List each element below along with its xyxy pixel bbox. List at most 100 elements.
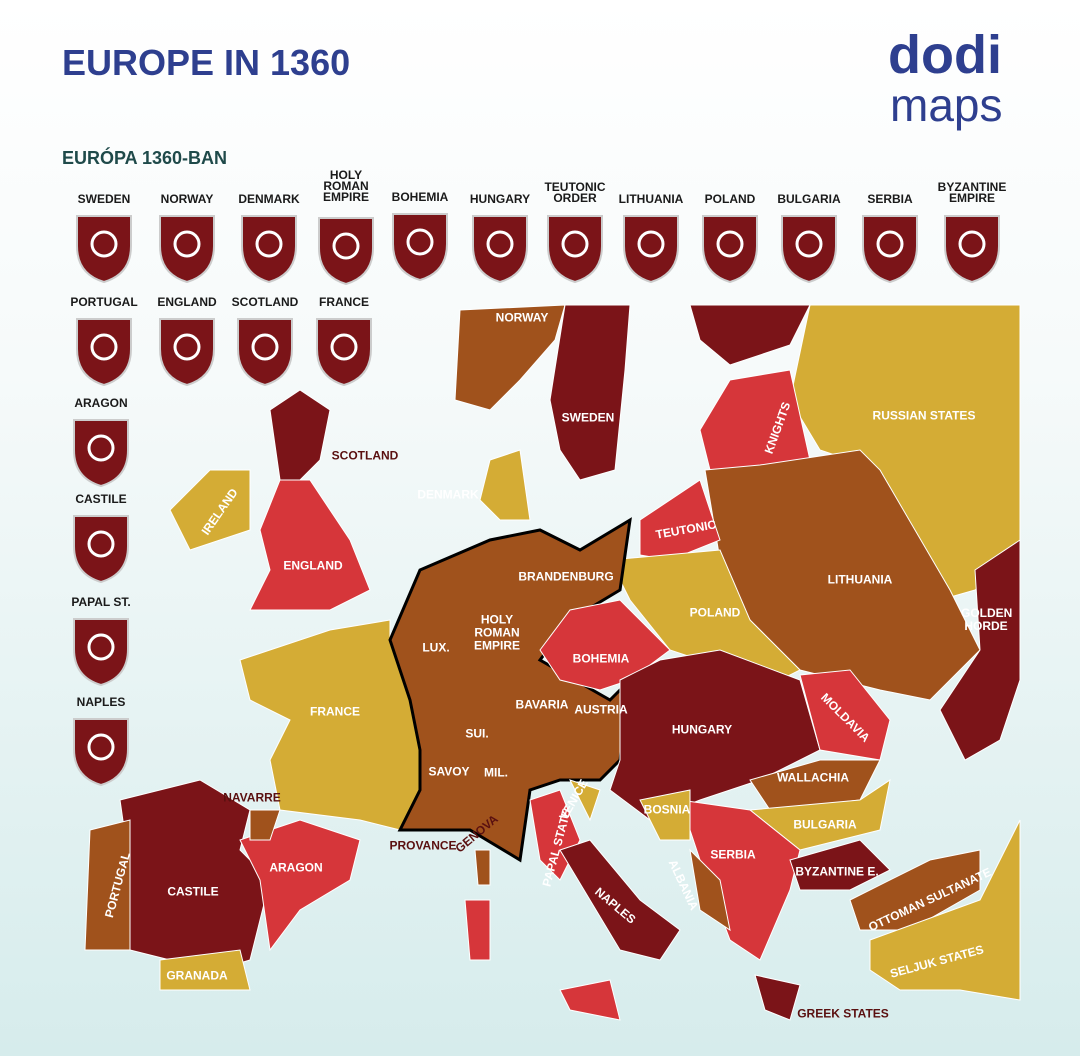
region-label: LUX. (422, 640, 450, 655)
region-label: HUNGARY (671, 722, 733, 737)
coat-emblem (251, 333, 279, 361)
finland (689, 304, 811, 366)
coat-label: LITHUANIA (618, 192, 684, 206)
coat-of-arms (73, 419, 129, 488)
region-label: SUI. (465, 726, 489, 741)
region-label: SCOTLAND (331, 448, 399, 463)
coat-label: PORTUGAL (70, 295, 138, 309)
scotland (269, 389, 331, 481)
coat-emblem (173, 333, 201, 361)
coat-emblem (637, 230, 665, 258)
coat-label: SERBIA (867, 192, 913, 206)
coat-emblem (876, 230, 904, 258)
subtitle: EURÓPA 1360-BAN (62, 148, 228, 168)
region-label: WALLACHIA (777, 770, 849, 785)
coat-of-arms (472, 215, 528, 284)
coat-of-arms (623, 215, 679, 284)
coat-label: BOHEMIA (391, 190, 449, 204)
region-label: GOLDEN HORDE (961, 606, 1013, 633)
navarre (249, 809, 281, 841)
coat-of-arms (73, 718, 129, 787)
region-label: MIL. (484, 765, 508, 780)
england (249, 479, 371, 611)
region-label: GRANADA (166, 968, 228, 983)
sweden (549, 304, 631, 481)
portugal (84, 819, 131, 951)
wallachia (749, 759, 881, 811)
region-label: SAVOY (428, 764, 470, 779)
coat-emblem (330, 333, 358, 361)
region-label: BOHEMIA (572, 651, 630, 666)
region-label: SWEDEN (561, 410, 615, 425)
coat-emblem (173, 230, 201, 258)
region-label: BYZANTINE E. (795, 864, 879, 879)
venice (569, 779, 601, 822)
denmark (479, 449, 531, 521)
ireland (169, 469, 251, 551)
coat-of-arms (862, 215, 918, 284)
sardinia (464, 899, 491, 961)
region-label: PROVANCE (389, 838, 457, 853)
coat-label: CASTILE (75, 492, 127, 506)
region-label: NAVARRE (223, 790, 281, 805)
coat-emblem (255, 230, 283, 258)
logo-bottom: maps (890, 79, 1003, 131)
coat-of-arms (237, 318, 293, 387)
coat-emblem (87, 733, 115, 761)
region-label: RUSSIAN STATES (872, 408, 976, 423)
coat-label: DENMARK (238, 192, 300, 206)
sicily (559, 979, 621, 1021)
bosnia (639, 789, 691, 841)
coat-of-arms (781, 215, 837, 284)
region-label: BULGARIA (793, 817, 857, 832)
golden-horde (939, 539, 1021, 761)
corsica (474, 849, 491, 886)
region-label: BOSNIA (643, 802, 691, 817)
naples (559, 839, 681, 961)
coat-of-arms (944, 215, 1000, 284)
coat-label: SWEDEN (77, 192, 131, 206)
region-label: POLAND (689, 605, 741, 620)
coat-emblem (87, 530, 115, 558)
castile (119, 779, 271, 976)
coat-of-arms (241, 215, 297, 284)
region-label: FRANCE (310, 704, 360, 719)
logo-top: dodi (888, 25, 1002, 85)
coat-of-arms (159, 215, 215, 284)
coat-label: PAPAL ST. (71, 595, 131, 609)
aragon (239, 819, 361, 952)
coat-emblem (716, 230, 744, 258)
greek-states (754, 974, 801, 1021)
byzantine (789, 839, 891, 891)
region-label: CASTILE (167, 884, 219, 899)
ottoman (849, 849, 981, 931)
coat-emblem (486, 230, 514, 258)
coat-emblem (406, 228, 434, 256)
coat-emblem (958, 230, 986, 258)
coat-of-arms (547, 215, 603, 284)
coat-label: BULGARIA (777, 192, 841, 206)
region-label: DENMARK (417, 487, 479, 502)
coat-emblem (87, 434, 115, 462)
region-label: ARAGON (269, 860, 323, 875)
coat-of-arms (73, 618, 129, 687)
coat-label: NORWAY (160, 192, 214, 206)
coat-of-arms (702, 215, 758, 284)
teutonic (639, 479, 721, 561)
coat-label: FRANCE (319, 295, 369, 309)
coat-label: SCOTLAND (231, 295, 299, 309)
coat-of-arms (392, 213, 448, 282)
region-label: NORWAY (495, 310, 549, 325)
title: EUROPE IN 1360 (62, 42, 351, 83)
coat-of-arms (159, 318, 215, 387)
knights (699, 369, 811, 471)
granada (159, 949, 251, 991)
coat-label: TEUTONIC ORDER (544, 180, 606, 205)
region-label: ENGLAND (283, 558, 343, 573)
coat-of-arms (318, 217, 374, 286)
region-label: HOLY ROMAN EMPIRE (473, 612, 520, 653)
coat-label: HUNGARY (469, 192, 531, 206)
coat-label: NAPLES (76, 695, 126, 709)
